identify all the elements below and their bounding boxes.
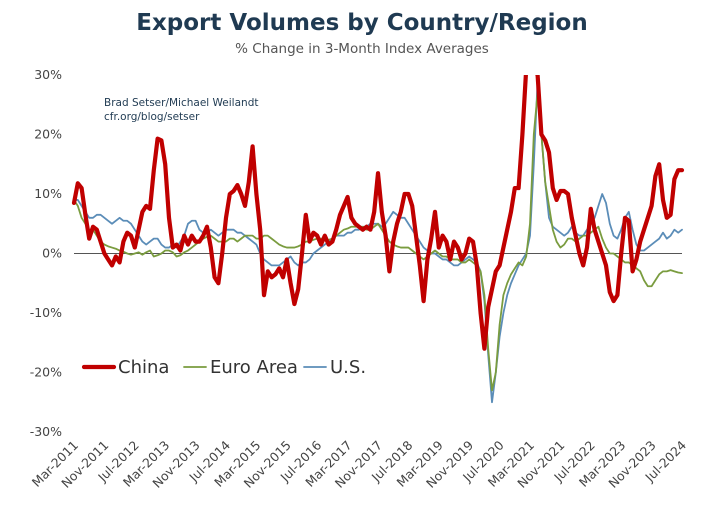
legend-label-china: China: [118, 357, 169, 378]
series-layer: [71, 75, 685, 404]
y-tick-label: -30%: [30, 424, 62, 439]
y-axis: 30% 20% 10% 0% -10% -20% -30%: [30, 67, 62, 439]
series-line-u-s: [73, 80, 683, 404]
legend: China Euro Area U.S.: [81, 357, 366, 378]
y-tick-label: -20%: [30, 365, 62, 380]
source-line: Brad Setser/Michael Weilandt: [104, 97, 258, 109]
y-tick-label: -10%: [30, 305, 62, 320]
source-line: cfr.org/blog/setser: [104, 111, 200, 123]
x-axis: Mar-2011Nov-2011Jul-2012Mar-2013Nov-2013…: [29, 437, 689, 490]
series-line-china: [71, 75, 685, 351]
y-tick-label: 30%: [34, 67, 62, 82]
source-note: Brad Setser/Michael Weilandt cfr.org/blo…: [104, 97, 258, 123]
y-tick-label: 0%: [42, 246, 62, 261]
chart-title: Export Volumes by Country/Region: [136, 10, 588, 36]
legend-label-u-s: U.S.: [330, 357, 366, 378]
chart-subtitle: % Change in 3-Month Index Averages: [235, 41, 489, 57]
y-tick-label: 10%: [34, 186, 62, 201]
series-line-euro-area: [73, 91, 683, 392]
legend-label-euro-area: Euro Area: [210, 357, 298, 378]
y-tick-label: 20%: [34, 127, 62, 142]
